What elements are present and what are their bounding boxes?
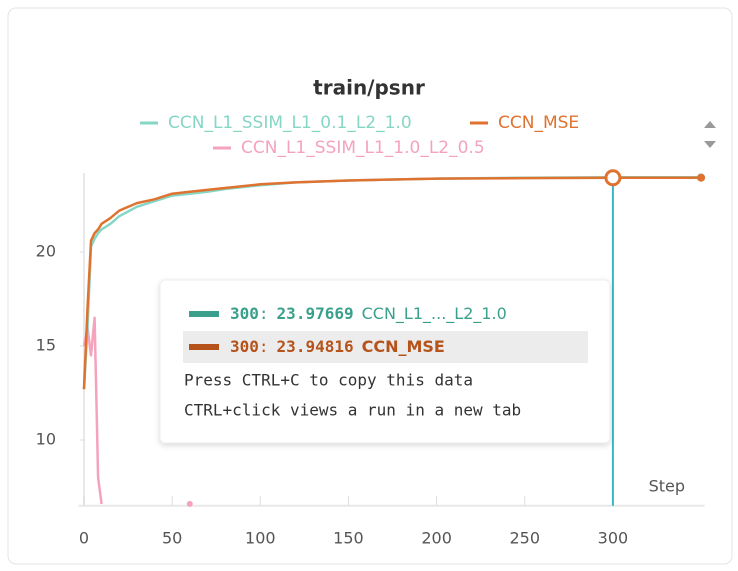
tooltip-swatch	[189, 344, 219, 350]
tooltip-hint: Press CTRL+C to copy this data	[184, 371, 473, 390]
y-tick-label: 15	[36, 335, 56, 354]
x-tick-label: 0	[79, 529, 89, 548]
x-axis-label: Step	[649, 477, 685, 496]
hover-marker	[606, 171, 620, 185]
y-tick-label: 20	[36, 241, 56, 260]
chart-panel: train/psnr 101520050100150200250300Step …	[0, 0, 738, 571]
chart-title: train/psnr	[313, 76, 425, 100]
end-point	[697, 174, 705, 182]
tooltip-text: CCN_L1_..._L2_1.0	[362, 304, 507, 324]
x-tick-label: 100	[245, 529, 276, 548]
legend-label: CCN_MSE	[498, 113, 579, 133]
x-tick-label: 300	[598, 529, 629, 548]
tooltip-hint: CTRL+click views a run in a new tab	[184, 401, 521, 420]
legend-label: CCN_L1_SSIM_L1_0.1_L2_1.0	[168, 113, 412, 133]
point	[187, 501, 193, 507]
tooltip-text: :	[259, 337, 269, 356]
tooltip-text: 300	[230, 337, 259, 356]
tooltip-row: 300:23.94816 CCN_MSE	[230, 337, 445, 356]
tooltip: 300:23.97669 CCN_L1_..._L2_1.0 300:23.9481…	[160, 280, 610, 443]
tooltip-text: 23.94816	[277, 337, 354, 356]
x-tick-label: 250	[509, 529, 540, 548]
tooltip-text: 300	[230, 304, 259, 323]
tooltip-text: CCN_MSE	[362, 337, 445, 356]
tooltip-text: :	[259, 304, 269, 323]
legend-label: CCN_L1_SSIM_L1_1.0_L2_0.5	[241, 138, 485, 158]
tooltip-swatch	[189, 311, 219, 317]
x-tick-label: 200	[421, 529, 452, 548]
x-tick-label: 150	[333, 529, 364, 548]
x-tick-label: 50	[162, 529, 182, 548]
y-tick-label: 10	[36, 429, 56, 448]
tooltip-text: 23.97669	[277, 304, 354, 323]
